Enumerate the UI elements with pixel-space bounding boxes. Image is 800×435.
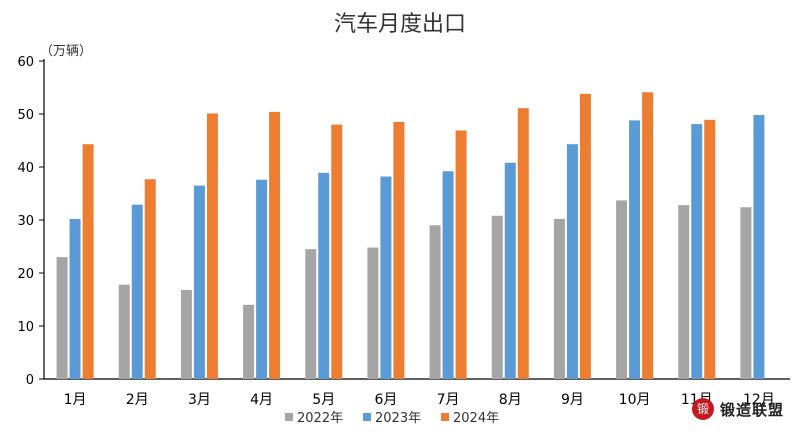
- bar: [193, 185, 205, 379]
- y-tick-label: 30: [17, 214, 34, 229]
- x-tick-label: 6月: [374, 392, 397, 408]
- x-tick-label: 8月: [499, 392, 522, 408]
- bar: [144, 179, 156, 379]
- bar: [331, 124, 343, 379]
- bar: [566, 144, 578, 379]
- watermark-text: 锻造联盟: [719, 400, 784, 419]
- bar: [367, 247, 379, 379]
- x-tick-label: 4月: [250, 392, 273, 408]
- chart-title: 汽车月度出口: [333, 12, 466, 37]
- bar: [82, 144, 94, 379]
- legend-swatch: [363, 413, 371, 421]
- watermark: 锻 锻造联盟: [691, 398, 784, 420]
- y-tick-label: 60: [17, 55, 34, 70]
- bar: [740, 207, 752, 379]
- y-unit-label: （万辆）: [40, 44, 93, 59]
- bar: [131, 204, 143, 379]
- x-tick-label: 3月: [188, 392, 211, 408]
- bar: [553, 218, 565, 379]
- legend-label: 2024年: [453, 411, 499, 426]
- x-tick-label: 12月: [743, 392, 775, 408]
- bar: [704, 119, 716, 379]
- bar: [442, 171, 454, 379]
- bar: [269, 111, 281, 379]
- legend-label: 2022年: [297, 411, 343, 426]
- x-tick-label: 5月: [312, 392, 335, 408]
- bar: [56, 257, 68, 379]
- x-tick-label: 1月: [64, 392, 87, 408]
- x-tick-label: 10月: [619, 392, 651, 408]
- bar: [206, 113, 218, 379]
- x-tick-label: 9月: [561, 392, 584, 408]
- bar: [753, 115, 765, 379]
- bar: [256, 179, 268, 379]
- legend-swatch: [441, 413, 449, 421]
- bar: [517, 108, 529, 380]
- bar: [69, 218, 81, 379]
- y-tick-label: 10: [17, 320, 34, 335]
- bar: [616, 200, 628, 379]
- bar: [393, 121, 405, 379]
- y-tick-label: 50: [17, 108, 34, 123]
- y-tick-label: 20: [17, 267, 34, 282]
- bar: [318, 172, 330, 379]
- bar: [491, 215, 503, 379]
- forge-alliance-logo-icon: 锻: [691, 398, 714, 420]
- y-tick-label: 0: [26, 373, 34, 388]
- x-tick-label: 7月: [437, 392, 460, 408]
- bar: [642, 92, 654, 380]
- bar: [118, 284, 130, 379]
- bar: [455, 130, 467, 379]
- bar: [243, 304, 255, 379]
- bar: [380, 176, 392, 379]
- bar: [504, 162, 516, 379]
- legend-label: 2023年: [375, 411, 421, 426]
- bar: [629, 120, 641, 380]
- bar: [305, 249, 317, 379]
- bar: [579, 93, 591, 380]
- bar: [429, 225, 441, 379]
- legend-swatch: [285, 413, 293, 421]
- x-tick-label: 2月: [126, 392, 149, 408]
- bar: [180, 289, 192, 379]
- bar: [691, 124, 703, 379]
- bar: [678, 205, 690, 379]
- y-tick-label: 40: [17, 161, 34, 176]
